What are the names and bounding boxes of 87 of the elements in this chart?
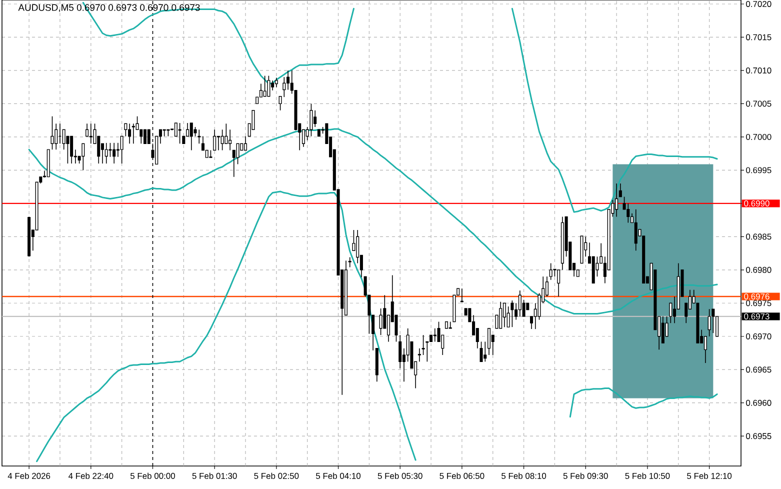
- x-tick-label: 5 Feb 01:30: [192, 472, 237, 479]
- candlestick: [708, 308, 711, 337]
- ref-line-label: 0.6973: [744, 313, 770, 320]
- candlestick: [499, 301, 502, 329]
- x-tick-label: 5 Feb 02:50: [254, 472, 299, 479]
- candlestick: [108, 142, 112, 158]
- candlestick: [712, 308, 715, 334]
- candlestick: [104, 142, 108, 164]
- candlestick: [506, 306, 510, 328]
- candlestick: [128, 123, 132, 144]
- candlestick: [89, 123, 92, 144]
- x-tick-label: 5 Feb 00:00: [130, 472, 175, 479]
- y-tick-label: 0.6975: [746, 300, 772, 306]
- candlestick: [70, 136, 74, 164]
- y-tick-label: 0.6980: [746, 266, 772, 273]
- candlestick: [50, 116, 54, 150]
- candlestick: [213, 129, 216, 151]
- candlestick: [198, 129, 201, 144]
- candlestick: [634, 209, 638, 252]
- x-tick-label: 5 Feb 06:50: [440, 472, 484, 479]
- candlestick: [310, 103, 313, 137]
- candlestick: [549, 262, 552, 280]
- candlestick: [244, 136, 248, 151]
- candlestick: [174, 122, 178, 137]
- x-tick-label: 5 Feb 08:10: [502, 472, 546, 479]
- candlestick: [484, 341, 487, 362]
- y-tick-label: 0.7020: [746, 0, 772, 7]
- candlestick: [274, 77, 278, 88]
- candlestick: [282, 76, 286, 98]
- candlestick: [433, 328, 436, 342]
- y-tick-label: 0.6970: [746, 333, 772, 340]
- y-tick-label: 0.7000: [746, 134, 772, 140]
- candlestick: [124, 123, 128, 137]
- candlestick: [487, 328, 491, 356]
- y-tick-label: 0.7005: [746, 100, 772, 107]
- candlestick: [618, 183, 622, 198]
- candlestick: [82, 143, 85, 171]
- candlestick: [669, 302, 672, 324]
- candlestick: [286, 70, 290, 90]
- x-tick-label: 5 Feb 09:30: [563, 472, 608, 479]
- candlestick: [220, 129, 224, 151]
- x-tick-label: 4 Feb 2026: [8, 472, 50, 479]
- candlestick: [480, 341, 483, 362]
- y-tick-label: 0.6985: [746, 234, 772, 240]
- candlestick: [522, 299, 526, 317]
- candlestick: [422, 334, 425, 356]
- y-tick-label: 0.6995: [746, 167, 772, 174]
- x-tick-label: 4 Feb 22:40: [68, 472, 114, 479]
- x-tick-label: 5 Feb 04:10: [316, 472, 361, 479]
- y-tick-label: 0.6955: [746, 433, 772, 440]
- y-tick-label: 0.6960: [746, 400, 772, 406]
- candlestick: [626, 203, 630, 224]
- x-tick-label: 5 Feb 05:30: [378, 472, 422, 479]
- candlestick: [615, 183, 618, 218]
- candlestick: [518, 290, 522, 317]
- y-tick-label: 0.7015: [746, 34, 772, 40]
- candlestick: [147, 129, 150, 144]
- candlestick: [510, 300, 514, 328]
- candlestick: [86, 123, 89, 137]
- ref-line-label: 0.6976: [744, 293, 770, 300]
- candlestick: [224, 123, 228, 144]
- candlestick: [267, 75, 270, 97]
- candlestick: [314, 110, 317, 128]
- candlestick: [557, 269, 560, 297]
- candlestick: [418, 348, 421, 362]
- candlestick: [216, 136, 220, 151]
- candlestick: [144, 129, 147, 144]
- candlestick: [190, 122, 193, 151]
- candlestick: [348, 256, 352, 268]
- candlestick: [54, 123, 58, 150]
- candlestick: [379, 308, 382, 336]
- candlestick: [278, 96, 282, 111]
- candlestick: [704, 336, 707, 364]
- candlestick: [112, 142, 116, 164]
- candlestick: [263, 75, 266, 97]
- x-tick-label: 5 Feb 12:10: [687, 472, 732, 479]
- candlestick: [661, 316, 664, 344]
- candlestick: [236, 143, 240, 165]
- ref-line-label: 0.6990: [744, 200, 770, 206]
- candlestick: [62, 129, 66, 150]
- candlestick: [120, 136, 124, 164]
- y-tick-label: 0.6965: [746, 366, 772, 373]
- x-tick-label: 5 Feb 10:50: [625, 472, 670, 479]
- candlestick: [228, 129, 232, 151]
- candlestick: [502, 302, 506, 328]
- candlestick: [132, 123, 135, 144]
- y-tick-label: 0.7010: [746, 67, 772, 74]
